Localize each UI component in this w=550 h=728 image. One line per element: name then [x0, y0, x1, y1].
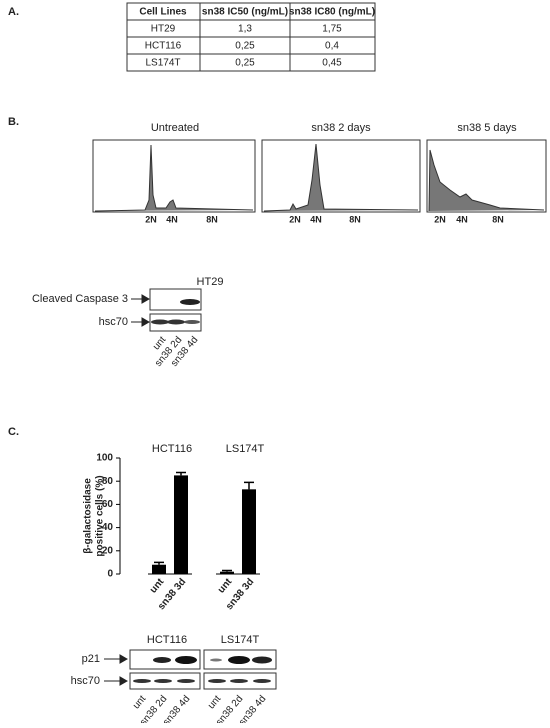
- x-tick-label: 4N: [310, 214, 322, 224]
- table-cell: HT29: [151, 24, 176, 35]
- y-axis-label: positive cells (%): [95, 475, 106, 556]
- y-tick-label: 60: [102, 499, 114, 510]
- panel-label: B.: [8, 116, 19, 128]
- x-tick-label: 8N: [492, 214, 504, 224]
- blot: [129, 649, 277, 690]
- table-cell: HCT116: [145, 41, 182, 52]
- bar: [152, 564, 166, 574]
- x-tick-label: unt: [148, 576, 167, 595]
- y-tick-label: 40: [102, 522, 114, 533]
- blot-title: LS174T: [221, 634, 260, 646]
- error-bar: [244, 481, 254, 490]
- table-cell: LS174T: [145, 58, 180, 69]
- x-tick-label: 8N: [349, 214, 361, 224]
- error-bar: [222, 569, 232, 572]
- bar: [174, 475, 188, 574]
- x-tick-label: 2N: [434, 214, 446, 224]
- x-tick-label: 2N: [145, 214, 157, 224]
- y-tick-label: 0: [107, 569, 113, 580]
- x-tick-label: 8N: [206, 214, 218, 224]
- y-tick-label: 100: [96, 453, 113, 464]
- error-bar: [154, 561, 164, 565]
- histograms: [92, 139, 547, 213]
- panel-label: C.: [8, 426, 19, 438]
- x-tick-label: 4N: [166, 214, 178, 224]
- y-axis-label: β-galactosidase: [83, 478, 94, 554]
- table-cell: 1,3: [238, 24, 252, 35]
- table-header: sn38 IC50 (ng/mL): [202, 7, 288, 18]
- blot-row-label: hsc70: [71, 675, 100, 687]
- x-tick-label: unt: [216, 576, 235, 595]
- group-title: LS174T: [226, 443, 265, 455]
- histogram-title: sn38 2 days: [311, 122, 371, 134]
- table-cell: 0,25: [235, 41, 255, 52]
- lane-label: unt: [131, 693, 149, 711]
- table-cell: 0,45: [322, 58, 342, 69]
- table-cell: 0,25: [235, 58, 255, 69]
- lane-label: unt: [206, 693, 224, 711]
- arrows: [104, 294, 151, 686]
- histogram-title: sn38 5 days: [457, 122, 517, 134]
- table-header: Cell Lines: [139, 7, 187, 18]
- histogram-title: Untreated: [151, 122, 199, 134]
- group-title: HCT116: [152, 443, 192, 455]
- blot-row-label: p21: [82, 653, 100, 665]
- table: [126, 2, 376, 72]
- table-header: sn38 IC80 (ng/mL): [289, 7, 375, 18]
- y-tick-label: 20: [102, 545, 114, 556]
- bar: [242, 489, 256, 574]
- blot-title: HT29: [197, 276, 224, 288]
- blot-title: HCT116: [147, 634, 187, 646]
- table-cell: 0,4: [325, 41, 339, 52]
- blot-row-label: hsc70: [99, 316, 128, 328]
- blot-row-label: Cleaved Caspase 3: [32, 293, 128, 305]
- y-tick-label: 80: [102, 476, 114, 487]
- table-cell: 1,75: [322, 24, 342, 35]
- bar: [220, 571, 234, 574]
- x-tick-label: 2N: [289, 214, 301, 224]
- blot: [149, 288, 202, 332]
- x-tick-label: 4N: [456, 214, 468, 224]
- error-bar: [176, 471, 186, 476]
- panel-label: A.: [8, 6, 19, 18]
